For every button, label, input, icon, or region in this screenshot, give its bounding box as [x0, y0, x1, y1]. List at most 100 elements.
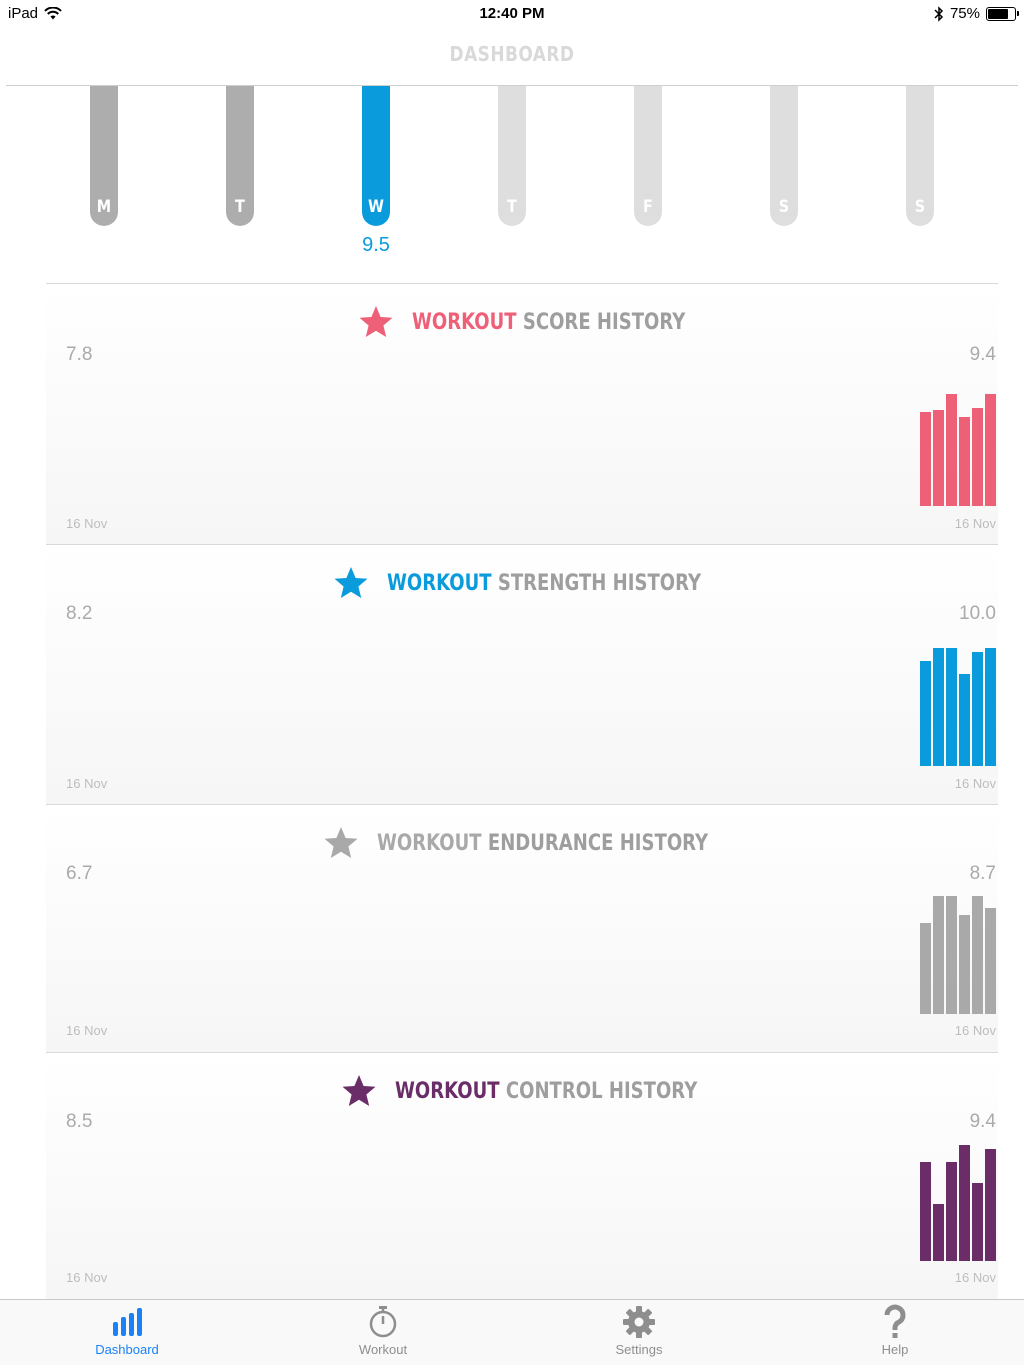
history-bar	[946, 394, 957, 506]
day-bar-0[interactable]: M	[90, 86, 118, 226]
min-value: 6.7	[66, 863, 93, 884]
history-bar	[933, 648, 944, 766]
score-history-section[interactable]: WORKOUT SCORE HISTORY 7.8 9.4 16 Nov 16 Nov	[46, 283, 998, 544]
title-rest: CONTROL HISTORY	[499, 1078, 697, 1104]
tab-label: Settings	[615, 1342, 663, 1357]
tab-help[interactable]: Help	[815, 1304, 975, 1357]
history-bar	[946, 896, 957, 1014]
history-bar	[920, 412, 931, 506]
history-bar	[985, 394, 996, 506]
tab-settings[interactable]: Settings	[559, 1304, 719, 1357]
section-title-text: WORKOUT STRENGTH HISTORY	[387, 571, 701, 596]
end-date: 16 Nov	[954, 1270, 996, 1285]
title-accent: WORKOUT	[394, 1078, 500, 1104]
history-bar	[985, 648, 996, 766]
week-strip: M T W 9.5 T F S S	[0, 86, 1024, 266]
history-bars	[920, 896, 996, 1014]
history-bar	[959, 915, 970, 1014]
history-bar	[933, 1204, 944, 1261]
section-title-text: WORKOUT CONTROL HISTORY	[395, 1079, 697, 1104]
start-date: 16 Nov	[66, 776, 108, 791]
day-bar-2[interactable]: W	[362, 86, 390, 226]
history-bar	[972, 896, 983, 1014]
star-icon	[342, 1075, 376, 1106]
star-icon	[334, 567, 368, 598]
start-date: 16 Nov	[66, 1270, 108, 1285]
control-history-section[interactable]: WORKOUT CONTROL HISTORY 8.5 9.4 16 Nov 16 No…	[46, 1052, 998, 1299]
title-accent: WORKOUT	[377, 830, 482, 856]
history-bars	[920, 394, 996, 506]
title-accent: WORKOUT	[412, 309, 517, 335]
history-bar	[972, 1183, 983, 1261]
end-date: 16 Nov	[954, 516, 996, 531]
section-title: WORKOUT SCORE HISTORY	[46, 304, 998, 340]
history-bar	[933, 896, 944, 1014]
history-bar	[959, 417, 970, 506]
history-bar	[959, 674, 970, 766]
max-value: 9.4	[969, 1111, 996, 1132]
day-letter: W	[368, 197, 384, 217]
star-icon	[324, 827, 358, 858]
question-mark-icon	[884, 1304, 906, 1338]
title-accent: WORKOUT	[387, 570, 493, 596]
history-bar	[972, 652, 983, 766]
wifi-icon	[44, 7, 62, 20]
max-value: 8.7	[969, 863, 996, 884]
battery-level	[988, 8, 1008, 19]
history-bar	[959, 1145, 970, 1261]
status-left: iPad	[8, 5, 62, 22]
status-bar: iPad 12:40 PM 75%	[0, 0, 1024, 28]
nav-divider	[6, 85, 1018, 86]
start-date: 16 Nov	[66, 516, 108, 531]
day-letter: M	[96, 197, 112, 217]
tab-label: Dashboard	[95, 1342, 159, 1357]
tab-bar: Dashboard Workout Settings Help	[0, 1299, 1024, 1365]
title-rest: ENDURANCE HISTORY	[481, 830, 709, 856]
history-bar	[920, 923, 931, 1014]
stopwatch-icon	[369, 1306, 397, 1338]
title-rest: SCORE HISTORY	[516, 309, 686, 335]
history-bars	[920, 648, 996, 766]
day-letter: F	[643, 197, 653, 217]
day-bar-6[interactable]: S	[906, 86, 934, 226]
history-bar	[946, 1162, 957, 1261]
section-title: WORKOUT STRENGTH HISTORY	[46, 565, 998, 601]
bar-chart-icon	[113, 1308, 142, 1336]
history-bar	[985, 1149, 996, 1261]
day-bar-5[interactable]: S	[770, 86, 798, 226]
max-value: 10.0	[959, 603, 996, 624]
end-date: 16 Nov	[954, 776, 996, 791]
history-bar	[920, 1162, 931, 1261]
status-right: 75%	[934, 5, 1019, 22]
battery-percent: 75%	[949, 5, 980, 22]
section-title: WORKOUT ENDURANCE HISTORY	[46, 825, 998, 861]
endurance-history-section[interactable]: WORKOUT ENDURANCE HISTORY 6.7 8.7 16 Nov 16 …	[46, 804, 998, 1052]
tab-workout[interactable]: Workout	[303, 1304, 463, 1357]
max-value: 9.4	[969, 344, 996, 365]
day-bar-1[interactable]: T	[226, 86, 254, 226]
day-letter: T	[235, 197, 245, 217]
page-title: DASHBOARD	[449, 42, 575, 66]
star-icon	[359, 306, 393, 337]
title-rest: STRENGTH HISTORY	[492, 570, 702, 596]
start-date: 16 Nov	[66, 1023, 108, 1038]
min-value: 8.2	[66, 603, 93, 624]
day-letter: S	[778, 197, 790, 217]
min-value: 7.8	[66, 344, 93, 365]
history-bar	[985, 908, 996, 1014]
end-date: 16 Nov	[954, 1023, 996, 1038]
bluetooth-icon	[934, 5, 944, 22]
tab-dashboard[interactable]: Dashboard	[47, 1304, 207, 1357]
day-bar-3[interactable]: T	[498, 86, 526, 226]
day-score-value: 9.5	[362, 234, 390, 256]
day-letter: T	[507, 197, 517, 217]
strength-history-section[interactable]: WORKOUT STRENGTH HISTORY 8.2 10.0 16 Nov 16 …	[46, 544, 998, 804]
battery-icon	[986, 6, 1019, 21]
section-title-text: WORKOUT ENDURANCE HISTORY	[377, 831, 708, 856]
section-title-text: WORKOUT SCORE HISTORY	[412, 310, 685, 335]
day-bar-4[interactable]: F	[634, 86, 662, 226]
history-bar	[972, 408, 983, 506]
tab-label: Workout	[358, 1342, 408, 1357]
min-value: 8.5	[66, 1111, 93, 1132]
history-bar	[946, 648, 957, 766]
